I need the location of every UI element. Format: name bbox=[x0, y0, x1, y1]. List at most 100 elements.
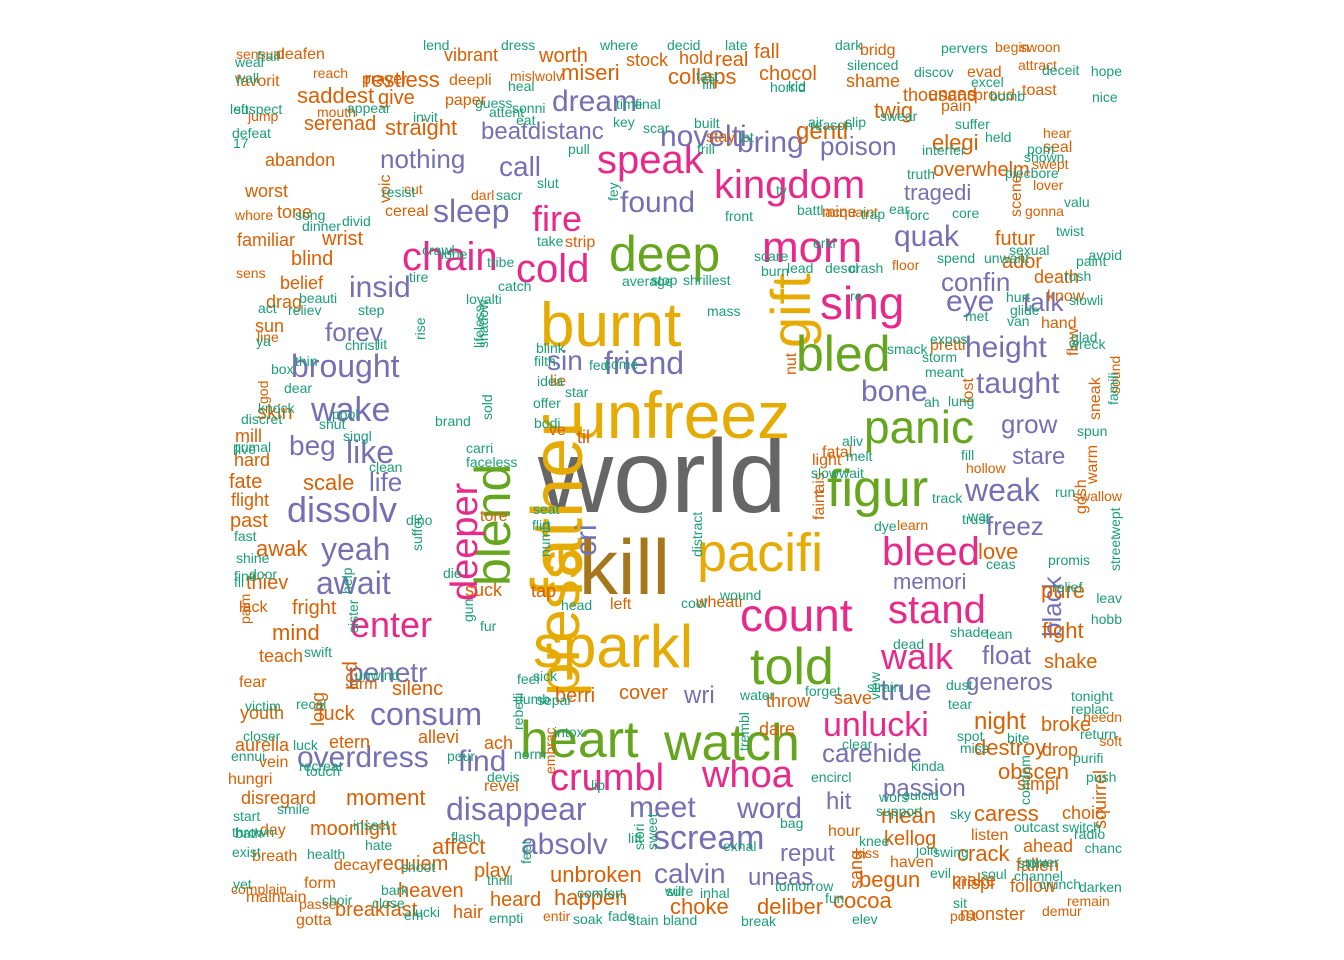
word-trap: trap bbox=[861, 205, 886, 222]
word-death: death bbox=[1034, 267, 1080, 288]
word-unbroken: unbroken bbox=[550, 861, 642, 887]
word-catch: catch bbox=[498, 277, 532, 294]
word-stare: stare bbox=[1012, 443, 1066, 471]
word-nothing: nothing bbox=[380, 143, 466, 174]
word-maintain: maintain bbox=[246, 888, 307, 906]
word-ahead: ahead bbox=[1023, 836, 1074, 857]
word-eat: eat bbox=[516, 111, 536, 128]
word-listen: listen bbox=[971, 826, 1009, 844]
word-radio: radio bbox=[1074, 825, 1106, 842]
word-tore: tore bbox=[480, 507, 508, 525]
word-thin: thin bbox=[295, 352, 318, 369]
word-heart: heart bbox=[520, 711, 639, 770]
word-held: held bbox=[985, 128, 1012, 145]
word-valu: valu bbox=[1064, 193, 1090, 210]
word-confin: confin bbox=[941, 266, 1011, 297]
word-suffer: suffer bbox=[955, 115, 990, 132]
word-swing: swing bbox=[933, 843, 969, 860]
word-where: where bbox=[600, 37, 639, 53]
word-miss: miss bbox=[960, 739, 989, 756]
word-nut: nut bbox=[783, 352, 800, 375]
word-uneas: uneas bbox=[748, 864, 814, 892]
word-swallow: swallow bbox=[1072, 487, 1122, 504]
word-disappear: disappear bbox=[446, 790, 587, 827]
word-inhal: inhal bbox=[700, 884, 730, 901]
word-shake: shake bbox=[1044, 650, 1098, 673]
word-needn: needn bbox=[1083, 708, 1122, 725]
word-glad: glad bbox=[1071, 328, 1098, 345]
word-singl: singl bbox=[343, 427, 372, 444]
word-blink: blink bbox=[536, 339, 565, 356]
word-crash: crash bbox=[849, 259, 884, 276]
word-shade: shade bbox=[950, 623, 989, 640]
word-spot: spot bbox=[957, 727, 984, 744]
word-gun: gun bbox=[460, 598, 476, 622]
word-krispi: krispi bbox=[952, 873, 995, 894]
word-rush: rush bbox=[1064, 267, 1092, 284]
word-closer: closer bbox=[243, 727, 281, 744]
word-fight: fight bbox=[1042, 617, 1084, 643]
word-hurt: hurt bbox=[1006, 288, 1031, 305]
word-switch: switch bbox=[1062, 818, 1101, 835]
word-sure: sure bbox=[666, 882, 694, 899]
word-bring: bring bbox=[737, 126, 804, 160]
word-stop: stop bbox=[651, 271, 678, 288]
word-swoon: swoon bbox=[1020, 38, 1061, 55]
word-street: street bbox=[1107, 535, 1123, 571]
word-word: word bbox=[737, 792, 803, 826]
word-attent: attent bbox=[489, 103, 525, 120]
word-serenad: serenad bbox=[304, 112, 377, 135]
word-break: break bbox=[741, 912, 777, 929]
word-cool: cool bbox=[681, 594, 707, 611]
word-fade: fade bbox=[608, 907, 636, 924]
word-forc: forc bbox=[906, 206, 930, 223]
word-weak: weak bbox=[965, 471, 1040, 508]
word-fli: fli bbox=[234, 573, 245, 590]
word-prayer: prayer bbox=[362, 70, 408, 88]
word-restless: restless bbox=[364, 66, 440, 92]
word-support: support bbox=[876, 802, 923, 819]
word-await: await bbox=[316, 564, 391, 601]
word-run: run bbox=[1055, 483, 1076, 500]
word-worst: worst bbox=[245, 181, 289, 202]
word-paint: paint bbox=[1076, 252, 1107, 269]
word-store: store bbox=[1018, 854, 1050, 871]
word-wear: wear bbox=[235, 53, 266, 70]
word-fur: fur bbox=[480, 617, 497, 634]
word-monster: monster bbox=[960, 904, 1026, 925]
word-sing: sing bbox=[820, 277, 905, 330]
word-kingdom: kingdom bbox=[714, 163, 866, 208]
word-dinner: dinner bbox=[302, 217, 341, 234]
word-mind: mind bbox=[272, 619, 320, 645]
word-excel: excel bbox=[971, 73, 1004, 90]
word-abandon: abandon bbox=[265, 150, 336, 171]
word-save: save bbox=[834, 688, 873, 709]
word-meant: meant bbox=[925, 363, 964, 380]
word-swept: swept bbox=[1032, 155, 1069, 172]
word-strain: strain bbox=[867, 678, 902, 695]
word-cereal: cereal bbox=[385, 202, 429, 220]
word-horrid: horrid bbox=[770, 78, 806, 95]
word-chain: chain bbox=[402, 235, 498, 280]
word-swear: swear bbox=[880, 107, 918, 124]
word-thrown: thrown bbox=[232, 823, 275, 840]
word-filth: filth bbox=[534, 352, 556, 369]
word-fed: fed bbox=[589, 356, 609, 373]
word-hobb: hobb bbox=[1090, 610, 1122, 627]
word-figur: figur bbox=[827, 460, 929, 519]
word-encas: encas bbox=[928, 84, 977, 105]
word-fate: fate bbox=[229, 470, 263, 493]
word-guess: guess bbox=[475, 94, 513, 111]
word-dream: dream bbox=[552, 85, 638, 119]
word-worth: worth bbox=[539, 44, 588, 67]
word-heaven: heaven bbox=[398, 879, 464, 902]
word-world: world bbox=[538, 418, 787, 535]
word-faint: faint bbox=[811, 489, 828, 520]
word-sit: sit bbox=[953, 894, 967, 911]
word-panic: panic bbox=[864, 401, 974, 454]
word-palm: palm bbox=[237, 593, 253, 624]
word-brand: brand bbox=[435, 412, 471, 429]
word-novelti: novelti bbox=[660, 120, 747, 154]
word-smack: smack bbox=[887, 340, 928, 357]
